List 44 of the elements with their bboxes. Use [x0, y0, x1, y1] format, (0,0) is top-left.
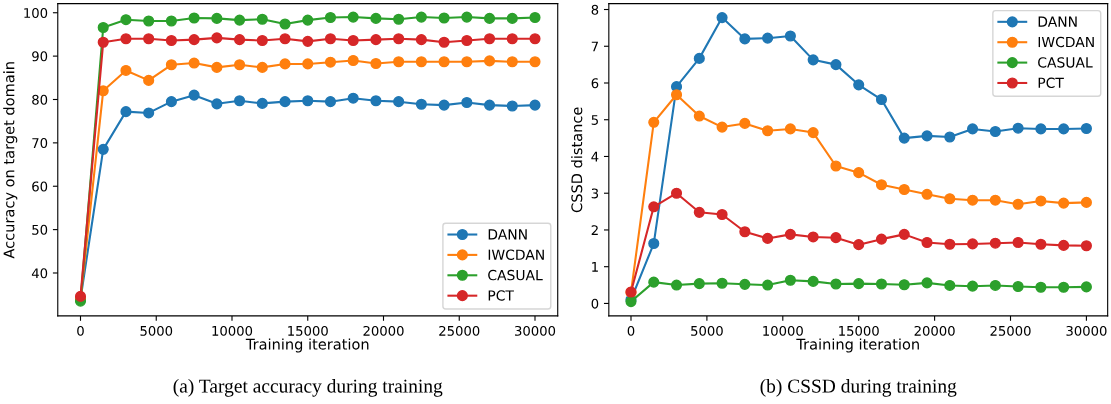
x-tick-label: 10000	[212, 325, 253, 336]
y-tick-label: 50	[32, 224, 48, 235]
legend-label: DANN	[1038, 16, 1077, 27]
y-tick-label: 90	[32, 51, 48, 62]
y-tick-label: 6	[591, 78, 599, 89]
x-tick-label: 5000	[691, 325, 723, 336]
y-axis-title: Accuracy on target domain	[3, 62, 18, 259]
x-tick-label: 30000	[515, 325, 556, 336]
y-tick-label: 1	[592, 262, 598, 272]
x-tick-label: 10000	[763, 325, 803, 336]
x-tick-label: 0	[77, 325, 84, 336]
text: (b) CSSD during training	[760, 379, 957, 397]
x-tick-label: 15000	[839, 325, 879, 336]
y-tick-label: 3	[591, 188, 599, 199]
y-tick-label: 40	[31, 268, 48, 279]
y-tick-label: 70	[32, 138, 48, 149]
x-tick-label: 0	[627, 325, 635, 336]
legend-label: CASUAL	[488, 269, 543, 281]
y-axis-title: CSSD distance	[571, 107, 583, 213]
y-tick-label: 4	[591, 151, 599, 162]
y-tick-label: 5	[591, 115, 598, 125]
x-tick-label: 25000	[990, 325, 1031, 336]
x-axis-title: Training iteration	[245, 338, 369, 353]
legend-label: IWCDAN	[1038, 36, 1094, 48]
x-tick-label: 15000	[288, 325, 328, 336]
legend-label: CASUAL	[1038, 57, 1093, 68]
x-tick-label: 25000	[439, 325, 480, 336]
y-tick-label: 60	[32, 181, 48, 192]
x-tick-label: 20000	[914, 325, 955, 336]
text: (a) Target accuracy during training	[173, 379, 443, 397]
y-tick-label: 8	[591, 4, 599, 15]
x-tick-label: 30000	[1066, 325, 1107, 336]
y-tick-label: 100	[24, 7, 48, 18]
legend-label: PCT	[488, 290, 514, 301]
x-tick-label: 5000	[140, 325, 173, 336]
legend-label: PCT	[1038, 77, 1064, 89]
legend-label: IWCDAN	[488, 249, 544, 260]
legend-label: DANN	[488, 229, 527, 240]
x-tick-label: 20000	[363, 325, 404, 336]
y-tick-label: 0	[591, 298, 599, 309]
y-tick-label: 7	[591, 41, 598, 52]
y-tick-label: 80	[32, 94, 48, 105]
y-tick-label: 2	[591, 225, 598, 235]
x-axis-title: Training iteration	[796, 338, 919, 353]
